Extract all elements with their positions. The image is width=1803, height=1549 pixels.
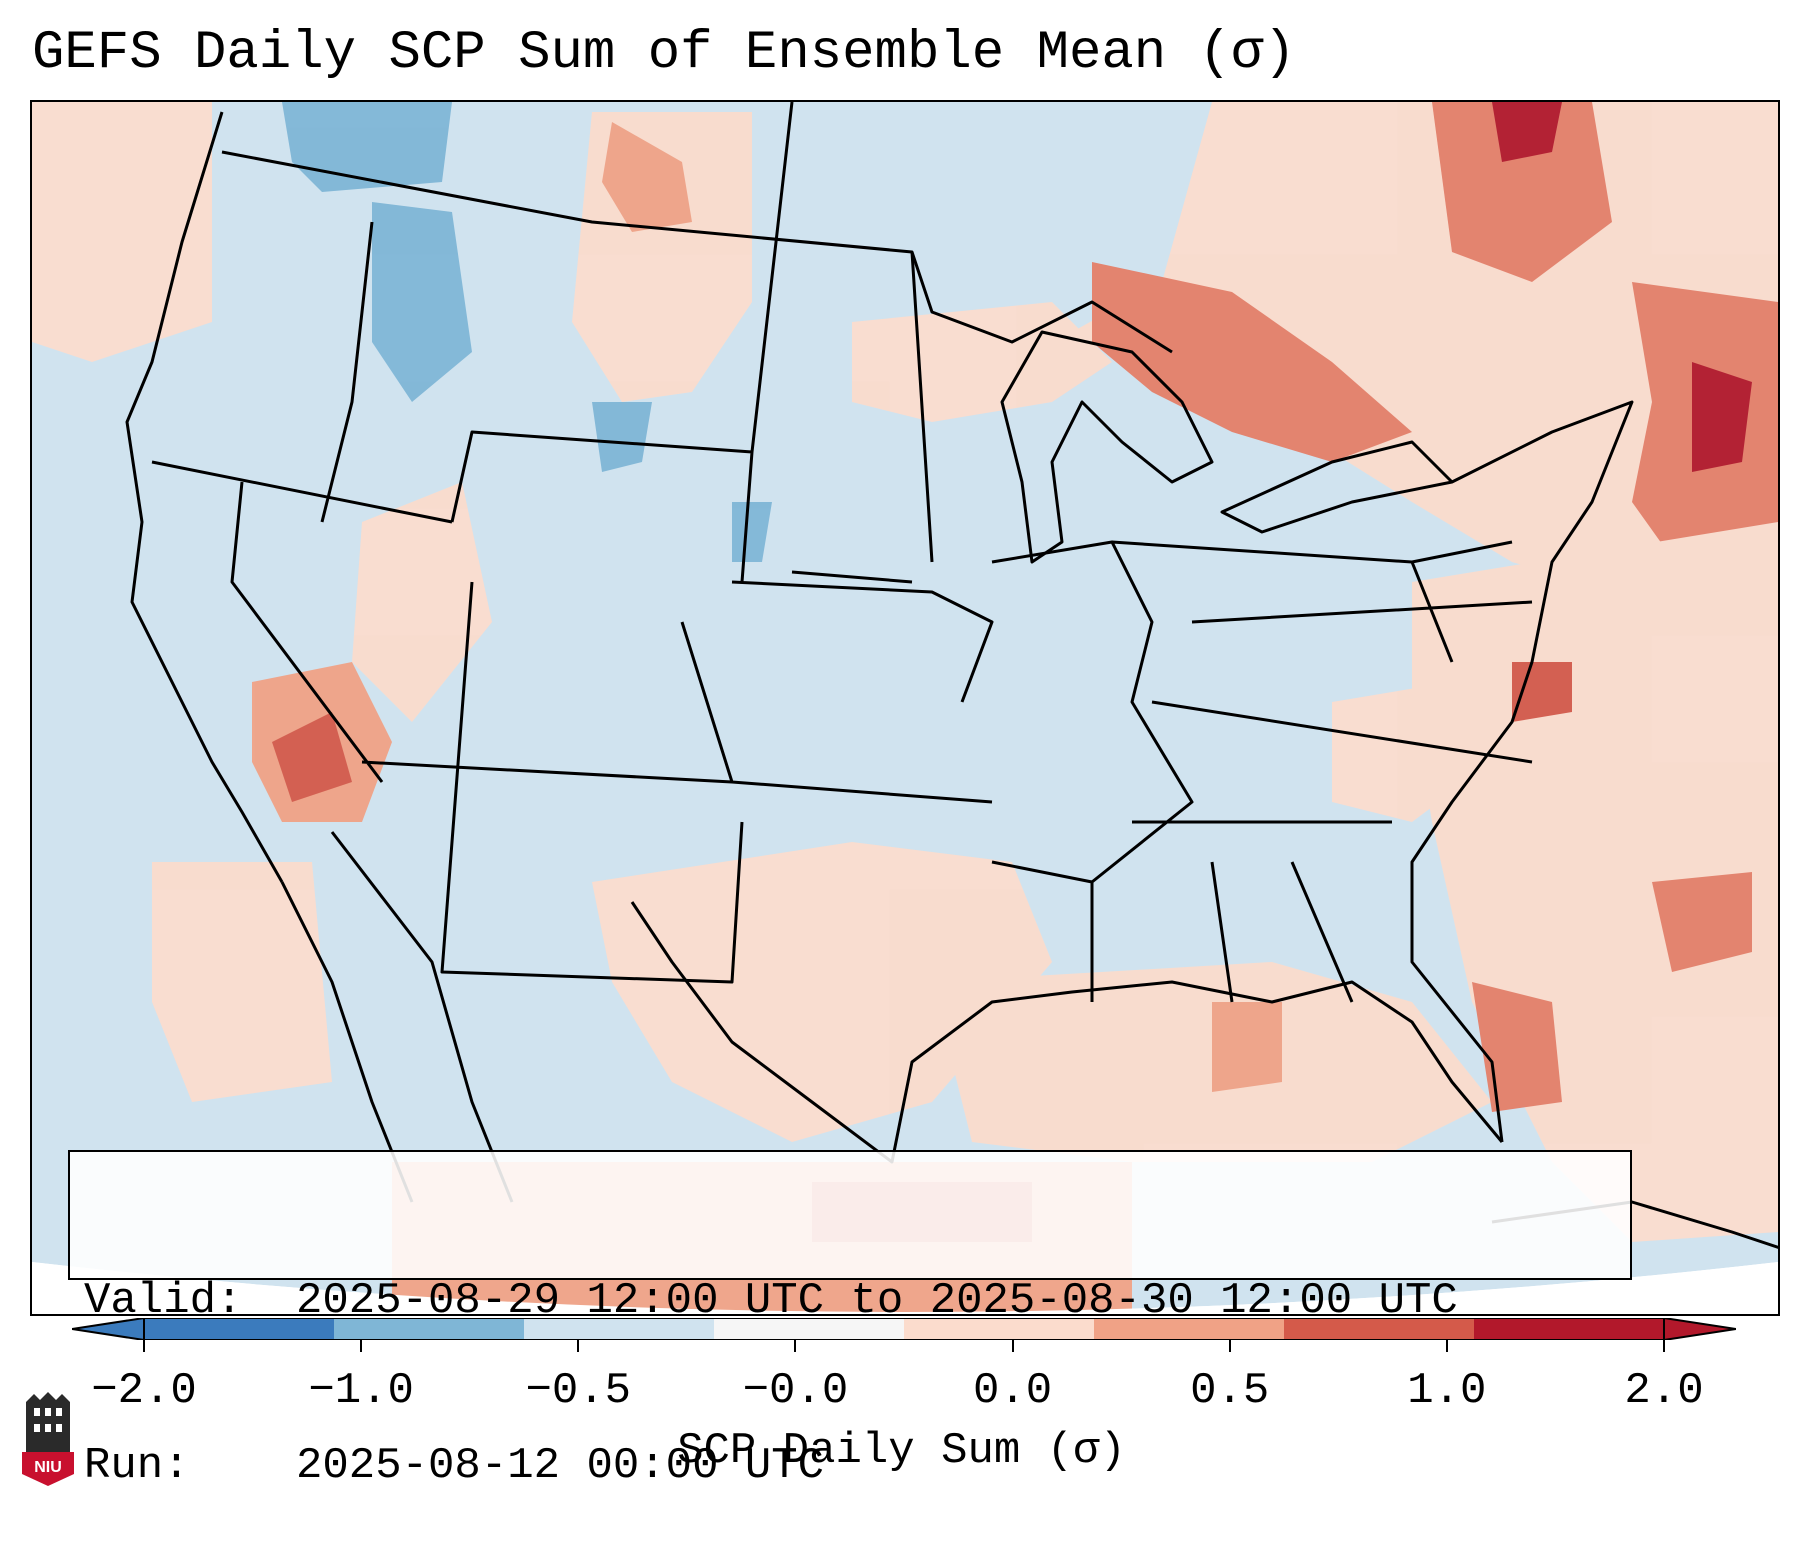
run-value: 2025-08-12 00:00 UTC	[296, 1441, 825, 1491]
colorbar-tick-label: −0.0	[742, 1366, 849, 1416]
coastline-east	[1410, 400, 1634, 1143]
colorbar-tick-label: −2.0	[91, 1366, 197, 1416]
map-title: GEFS Daily SCP Sum of Ensemble Mean (σ)	[32, 23, 1296, 84]
validity-info-box: Valid: 2025-08-29 12:00 UTC to 2025-08-30…	[68, 1150, 1632, 1491]
colorbar-tick-mark	[1445, 1340, 1448, 1352]
colorbar-segment	[714, 1318, 905, 1340]
colorbar-segment	[144, 1318, 335, 1340]
anomaly-patch-baja	[152, 862, 332, 1102]
map-svg	[32, 102, 1778, 1314]
colorbar-tick-mark	[1228, 1340, 1231, 1352]
anomaly-patch-core-ne	[1692, 362, 1752, 472]
anomaly-patch-bc-cool	[282, 102, 452, 192]
border-canada	[221, 150, 1173, 354]
colorbar-segment	[1094, 1318, 1285, 1340]
coastline-gulf	[630, 901, 1504, 1164]
anomaly-patch-great-lakes	[1092, 262, 1412, 462]
colorbar-tick-mark	[360, 1340, 363, 1352]
anomaly-patch-co-cool	[732, 502, 772, 562]
colorbar-tick-label: −1.0	[308, 1366, 414, 1416]
colorbar-tick-mark	[143, 1340, 145, 1352]
anomaly-patch-atlantic-core	[1652, 872, 1752, 972]
colorbar-segment	[1474, 1318, 1665, 1340]
anomaly-patch-gulf-core	[1212, 1002, 1282, 1092]
niu-logo-text: NIU	[34, 1459, 62, 1476]
run-line: Run: 2025-08-12 00:00 UTC	[84, 1439, 1616, 1494]
colorbar-ticks: −2.0 −1.0 −0.5 −0.0 0.0 0.5 1.0 2.0	[0, 1340, 1803, 1416]
anomaly-patch-wy-cool	[592, 402, 652, 472]
colorbar-extend-high	[1663, 1318, 1736, 1340]
run-key: Run:	[84, 1441, 190, 1491]
colorbar-tick-label: −0.5	[525, 1366, 632, 1416]
colorbar-label: SCP Daily Sum (σ)	[677, 1426, 1126, 1476]
colorbar-tick-label: 0.5	[1190, 1366, 1270, 1416]
colorbar-tick-label: 1.0	[1407, 1366, 1487, 1416]
anomaly-patch-idaho-cool	[372, 202, 472, 402]
colorbar-tick-mark	[1663, 1340, 1665, 1352]
colorbar-tick-label: 2.0	[1624, 1366, 1704, 1416]
anomaly-patch-southwest-core	[272, 712, 352, 802]
colorbar-segment	[904, 1318, 1095, 1340]
colorbar-segment	[524, 1318, 715, 1340]
colorbar	[72, 1318, 1736, 1340]
colorbar-tick-mark	[1011, 1340, 1014, 1352]
anomaly-patch-quebec	[1432, 102, 1612, 282]
great-lakes	[1000, 330, 1214, 564]
colorbar-outline	[143, 1318, 1665, 1340]
colorbar-tick-mark	[794, 1340, 797, 1352]
anomaly-patch-quebec-core	[1492, 102, 1562, 162]
colorbar-tick-mark	[577, 1340, 580, 1352]
colorbar-tick-label: 0.0	[972, 1366, 1053, 1416]
anomaly-patch-texas	[592, 842, 1052, 1142]
colorbar-segment	[334, 1318, 525, 1340]
coastline-west	[125, 111, 284, 883]
anomaly-patch-montana-core	[602, 122, 692, 232]
colorbar-extend-low	[72, 1318, 145, 1340]
state-lines	[151, 102, 1533, 1003]
anomaly-patch-carolinas	[1332, 682, 1492, 822]
niu-logo-icon: NIU	[22, 1392, 74, 1486]
anomaly-patch-great-basin	[352, 482, 492, 722]
outside-domain	[32, 1262, 1778, 1314]
map-panel	[30, 100, 1780, 1316]
colorbar-segment	[1284, 1318, 1475, 1340]
boundaries	[125, 102, 1778, 1249]
